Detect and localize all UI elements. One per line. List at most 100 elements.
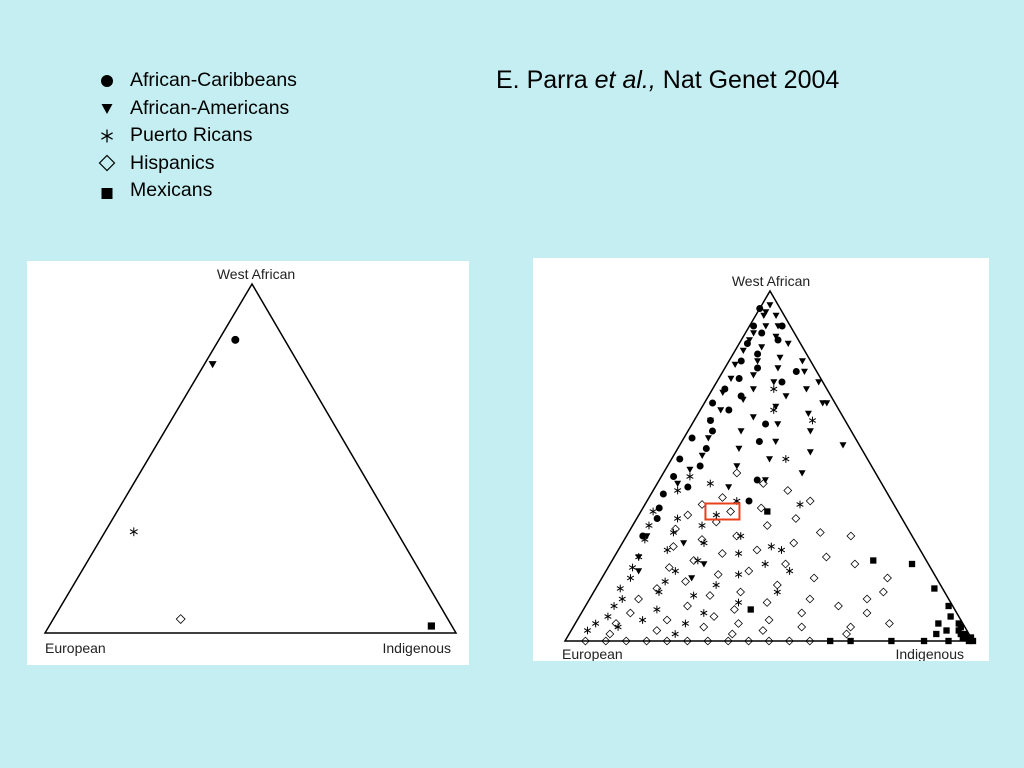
data-point-diamond-open — [744, 566, 754, 576]
data-point-asterisk — [641, 535, 649, 544]
data-point-diamond-open — [662, 615, 672, 625]
filled-square-icon — [101, 187, 113, 199]
data-point-triangle-down — [739, 347, 747, 354]
data-point-circle — [756, 305, 764, 312]
data-point-circle — [684, 483, 692, 491]
data-point-triangle-down — [815, 379, 823, 386]
data-point-diamond-open — [662, 636, 672, 646]
data-point-triangle-down — [804, 410, 812, 417]
data-point-diamond-open — [821, 552, 831, 562]
data-point-diamond-open — [883, 573, 892, 583]
data-point-asterisk — [690, 591, 698, 600]
data-point-circle — [702, 445, 710, 452]
data-point-diamond-open — [664, 563, 674, 572]
data-point-asterisk — [674, 486, 682, 495]
data-point-triangle-down — [798, 358, 806, 365]
data-point-diamond-open — [625, 608, 635, 618]
data-point-square — [959, 634, 966, 641]
data-point-diamond-open — [809, 573, 819, 583]
data-point-triangle-down — [739, 396, 747, 403]
ternary-plot-individuals: West African European Indigenous — [533, 258, 989, 661]
data-point-square — [935, 620, 942, 627]
data-point-square — [933, 630, 940, 638]
data-point-diamond-open — [682, 636, 692, 646]
filled-circle-icon — [101, 74, 113, 87]
data-point-asterisk — [761, 560, 769, 568]
vertex-label-left: European — [562, 646, 623, 661]
data-point-asterisk — [604, 612, 612, 621]
ternary-triangle — [43, 282, 458, 634]
data-point-triangle-down — [750, 330, 758, 337]
data-point-circle — [231, 335, 240, 344]
data-point-triangle-down — [754, 358, 762, 365]
data-point-triangle-down — [208, 361, 217, 369]
data-point-triangle-down — [735, 445, 743, 452]
data-point-asterisk — [635, 553, 643, 561]
data-point-circle — [755, 438, 763, 445]
data-point-square — [965, 637, 973, 645]
data-point-square — [847, 637, 854, 645]
data-point-diamond-open — [175, 614, 186, 625]
data-point-asterisk — [616, 584, 624, 593]
data-point-diamond-open — [736, 587, 745, 597]
data-point-diamond-open — [697, 535, 707, 544]
data-point-triangle-down — [774, 323, 782, 330]
data-point-square — [747, 606, 754, 613]
data-point-asterisk — [712, 511, 720, 519]
data-point-square — [957, 623, 964, 631]
data-point-diamond-open — [862, 608, 872, 618]
data-point-square — [969, 637, 977, 645]
data-point-diamond-open — [689, 556, 699, 565]
data-point-diamond-open — [805, 496, 815, 506]
data-point-diamond-open — [611, 619, 621, 628]
data-point-asterisk — [655, 588, 663, 596]
data-point-asterisk — [734, 598, 743, 607]
data-point-triangle-down — [776, 354, 784, 361]
data-point-circle — [754, 350, 762, 358]
data-point-diamond-open — [734, 619, 743, 628]
legend-item-hispanics: Hispanics — [96, 150, 297, 178]
data-point-square — [961, 630, 969, 638]
data-point-circle — [754, 364, 762, 372]
data-point-triangle-down — [823, 400, 831, 407]
data-point-diamond-open — [601, 636, 611, 646]
data-point-square — [945, 602, 952, 610]
ternary-plot-means-svg: West African European Indigenous — [43, 266, 458, 656]
data-point-triangle-down — [762, 309, 770, 316]
data-point-triangle-down — [719, 389, 727, 396]
data-point-circle — [745, 497, 753, 505]
data-point-diamond-open — [862, 594, 872, 604]
data-points — [580, 302, 977, 646]
data-point-asterisk — [583, 626, 592, 635]
data-point-diamond-open — [850, 559, 860, 569]
data-point-triangle-down — [686, 466, 694, 473]
citation-etal: et al., — [594, 66, 656, 94]
data-point-triangle-down — [798, 470, 806, 477]
data-point-asterisk — [673, 514, 682, 523]
data-point-circle — [653, 515, 661, 522]
data-point-circle — [792, 368, 800, 375]
data-point-diamond-open — [726, 507, 736, 516]
data-point-asterisk — [614, 623, 622, 631]
data-point-circle — [709, 399, 717, 407]
vertex-label-left: European — [45, 640, 106, 656]
data-point-triangle-down — [733, 463, 741, 470]
data-point-diamond-open — [797, 608, 807, 618]
data-point-asterisk — [661, 577, 669, 586]
data-point-circle — [725, 406, 733, 414]
data-point-square — [945, 637, 952, 645]
data-point-diamond-open — [789, 538, 799, 548]
data-point-diamond-open — [784, 636, 794, 646]
data-point-diamond-open — [758, 626, 768, 635]
data-point-triangle-down — [700, 561, 708, 568]
data-point-triangle-down — [839, 442, 847, 449]
legend-label: Hispanics — [130, 151, 215, 174]
data-point-diamond-open — [884, 619, 894, 628]
down-triangle-icon — [101, 104, 113, 115]
data-point-circle — [750, 322, 758, 330]
data-point-circle — [670, 473, 678, 480]
data-point-diamond-open — [699, 622, 709, 632]
data-point-triangle-down — [782, 393, 790, 400]
data-point-diamond-open — [781, 559, 790, 569]
data-point-triangle-down — [706, 417, 714, 424]
